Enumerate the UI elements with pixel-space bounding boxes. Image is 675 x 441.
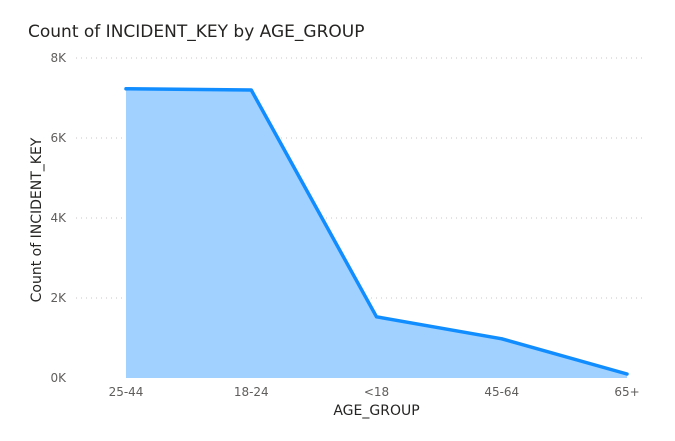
chart-title: Count of INCIDENT_KEY by AGE_GROUP <box>28 22 365 42</box>
y-axis-ticks: 0K 2K 4K 6K 8K <box>50 51 67 385</box>
area-layer <box>124 87 629 379</box>
data-point-25-44[interactable] <box>124 87 128 91</box>
data-point-45-64[interactable] <box>500 337 504 341</box>
x-tick-label: 18-24 <box>234 385 269 399</box>
y-tick-label: 8K <box>50 51 67 65</box>
x-tick-label: 25-44 <box>109 385 144 399</box>
x-axis-ticks: 25-44 18-24 <18 45-64 65+ <box>109 385 640 399</box>
y-tick-label: 0K <box>50 371 67 385</box>
data-point-65+[interactable] <box>625 372 629 376</box>
y-tick-label: 2K <box>50 291 67 305</box>
area-fill <box>126 88 627 379</box>
x-tick-label: 65+ <box>614 385 639 399</box>
y-tick-label: 4K <box>50 211 67 225</box>
data-point-<18[interactable] <box>375 315 378 319</box>
y-axis-title: Count of INCIDENT_KEY <box>29 137 45 302</box>
y-tick-label: 6K <box>50 131 67 145</box>
x-tick-label: 45-64 <box>484 385 519 399</box>
x-axis-title: AGE_GROUP <box>333 403 419 419</box>
x-tick-label: <18 <box>364 385 389 399</box>
data-point-18-24[interactable] <box>249 88 253 92</box>
